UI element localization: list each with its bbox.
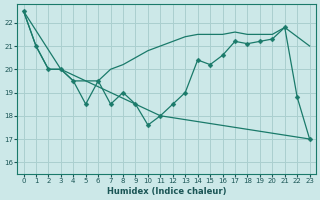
X-axis label: Humidex (Indice chaleur): Humidex (Indice chaleur) [107, 187, 226, 196]
